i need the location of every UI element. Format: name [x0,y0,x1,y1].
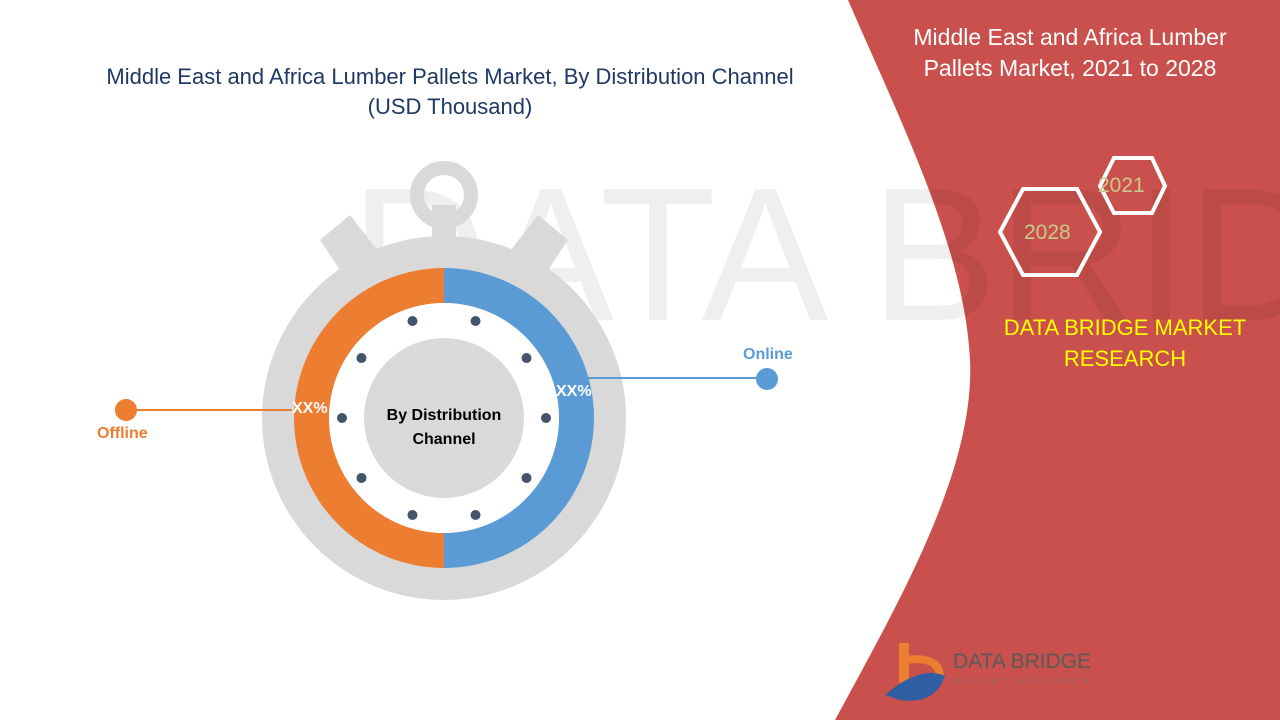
brand-text: DATA BRIDGE MARKET RESEARCH [1003,315,1247,371]
dial-dot [356,353,367,364]
dial-dot [407,510,418,521]
dial-dot [356,472,367,483]
dial-dots [337,315,551,521]
side-panel-title: Middle East and Africa Lumber Pallets Ma… [913,24,1227,81]
chart-title-line2: (USD Thousand) [367,94,533,119]
chart-title-line1: Middle East and Africa Lumber Pallets Ma… [106,64,794,89]
chart-title: Middle East and Africa Lumber Pallets Ma… [40,62,860,122]
online-label: Online [743,346,793,363]
dial-dot [470,315,481,326]
dial-dot [407,315,418,326]
segment-online [444,268,594,568]
online-value-label: XX% [556,383,592,400]
offline-label: Offline [97,425,148,442]
year-2028-label: 2028 [1024,221,1071,244]
dial-dot [521,353,532,364]
logo-subtext: MARKET RESEARCH [953,677,1093,686]
hexagon-2021 [1097,156,1168,215]
logo-icon [885,643,945,701]
year-2021-label: 2021 [1098,174,1145,197]
side-panel [835,0,1280,720]
segment-offline [294,268,444,568]
hexagon-2028 [997,187,1103,277]
dial-dot [470,510,481,521]
dial-dot [541,413,551,423]
offline-marker [115,399,137,421]
logo-text: DATA BRIDGE [953,650,1092,673]
center-label: By Distribution Channel [386,407,502,448]
dial-dot [337,413,347,423]
offline-value-label: XX% [292,400,328,417]
dial-dot [521,472,532,483]
center-circle [364,338,524,498]
online-marker [756,368,778,390]
